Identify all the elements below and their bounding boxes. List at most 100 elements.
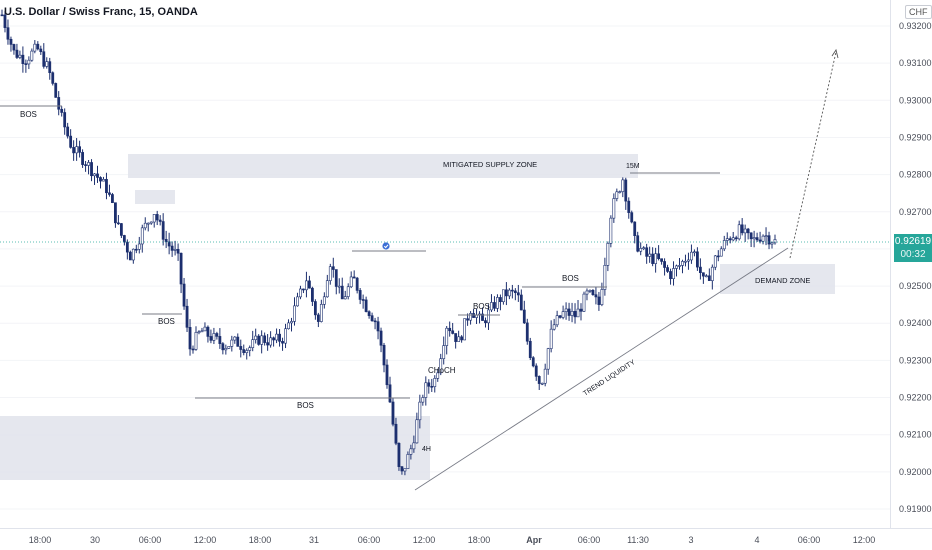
candle-body — [549, 328, 553, 349]
candle-body — [388, 384, 392, 403]
candle-body — [504, 289, 508, 297]
y-tick-label: 0.92400 — [899, 318, 932, 328]
candle-body — [299, 288, 302, 298]
candle-body — [194, 332, 198, 350]
candle-body — [39, 48, 43, 53]
candle-body — [134, 248, 138, 251]
candle-body — [510, 289, 514, 292]
candle-body — [370, 315, 374, 322]
candle-body — [114, 202, 117, 224]
candle-body — [433, 378, 437, 387]
candle-body — [105, 179, 108, 194]
candle-body — [537, 376, 541, 384]
candle-body — [12, 44, 16, 51]
y-tick-label: 0.92500 — [899, 281, 932, 291]
candle-body — [710, 266, 714, 281]
candle-body — [361, 299, 365, 301]
candle-body — [137, 243, 141, 250]
supply-zone-label: MITIGATED SUPPLY ZONE — [443, 160, 537, 169]
x-tick-label: 3 — [688, 535, 693, 545]
candle-body — [379, 330, 383, 346]
candle-body — [6, 27, 10, 40]
candle-body — [743, 228, 747, 234]
candle-body — [122, 235, 126, 243]
bos-label-2: BOS — [158, 317, 175, 326]
candle-body — [18, 54, 22, 58]
candle-body — [182, 283, 186, 307]
candle-body — [436, 372, 440, 379]
candle-body — [266, 342, 270, 346]
candle-body — [78, 146, 81, 153]
candle-body — [215, 333, 219, 337]
candle-body — [663, 261, 666, 268]
current-price-label: 0.92619 00:32 — [894, 234, 932, 262]
currency-badge[interactable]: CHF — [905, 5, 932, 19]
candle-body — [597, 296, 601, 305]
candle-body — [552, 324, 556, 330]
candle-body — [21, 54, 25, 64]
candle-body — [209, 336, 213, 341]
candle-body — [45, 61, 49, 67]
candle-body — [146, 222, 150, 225]
candle-body — [179, 252, 183, 285]
candle-body — [516, 292, 520, 296]
x-tick-label: 12:00 — [413, 535, 436, 545]
candle-body — [93, 173, 96, 177]
y-tick-label: 0.92300 — [899, 355, 932, 365]
candle-body — [42, 51, 46, 67]
bar-countdown: 00:32 — [900, 249, 926, 260]
candle-body — [75, 146, 79, 154]
choch-label: CHoCH — [428, 366, 456, 375]
candle-body — [627, 200, 631, 213]
candle-body — [337, 285, 341, 288]
candle-body — [519, 294, 523, 311]
candle-body — [328, 266, 332, 281]
x-tick-label: 12:00 — [853, 535, 876, 545]
candle-body — [308, 280, 311, 289]
candle-body — [612, 198, 616, 219]
candle-body — [725, 238, 729, 241]
candle-body — [36, 43, 40, 50]
candle-body — [525, 322, 529, 342]
candle-body — [212, 333, 216, 341]
candle-body — [152, 214, 156, 223]
candle-body — [734, 237, 738, 240]
candle-body — [445, 327, 449, 346]
candle-body — [167, 241, 171, 247]
candle-body — [746, 228, 750, 234]
candle-body — [427, 382, 431, 387]
candle-body — [385, 364, 389, 386]
candle-body — [672, 268, 675, 280]
candle-body — [394, 423, 398, 444]
candle-body — [254, 335, 258, 340]
candle-body — [499, 297, 502, 303]
candle-body — [72, 147, 76, 154]
candle-body — [176, 249, 180, 254]
candle-body — [758, 239, 762, 242]
candle-body — [546, 348, 550, 370]
candle-body — [400, 466, 404, 472]
candle-body — [367, 311, 371, 316]
candle-body — [603, 265, 607, 290]
candle-body — [707, 275, 711, 281]
candle-body — [343, 296, 347, 300]
candle-body — [588, 289, 592, 292]
candle-body — [149, 221, 153, 224]
candle-body — [475, 314, 478, 318]
candle-body — [466, 318, 469, 321]
candle-body — [119, 223, 123, 236]
candle-body — [669, 271, 672, 280]
candle-body — [224, 348, 228, 351]
candle-body — [346, 286, 350, 297]
x-tick-label: 31 — [309, 535, 319, 545]
candle-body — [719, 248, 723, 257]
x-tick-label: 06:00 — [578, 535, 601, 545]
candle-body — [493, 302, 496, 309]
candle-body — [96, 173, 99, 178]
candle-body — [528, 340, 532, 358]
candle-body — [448, 327, 452, 332]
candle-body — [624, 179, 628, 202]
candle-body — [600, 289, 604, 305]
candle-body — [472, 313, 475, 318]
